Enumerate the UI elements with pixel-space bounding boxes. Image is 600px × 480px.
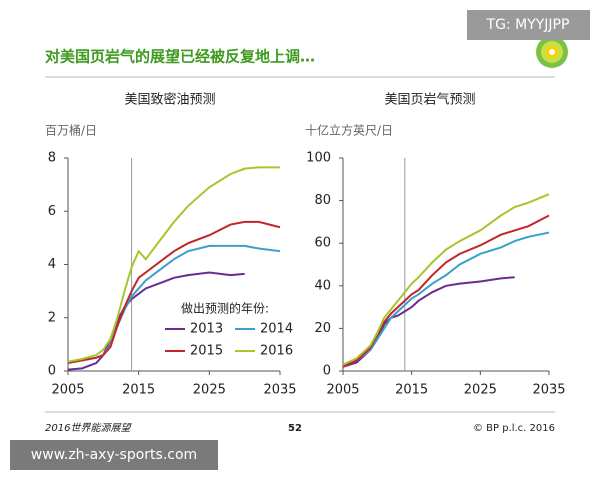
- y-tick-label: 20: [314, 321, 331, 336]
- y-tick-label: 0: [323, 364, 331, 379]
- y-tick-label: 2: [48, 310, 56, 325]
- bp-logo: [536, 36, 568, 68]
- legend-label: 2016: [260, 344, 293, 359]
- y-tick-label: 0: [48, 364, 56, 379]
- x-tick-label: 2035: [263, 383, 296, 398]
- y-tick-label: 6: [48, 204, 56, 219]
- watermark-box: [10, 440, 218, 470]
- y-tick-label: 80: [314, 193, 331, 208]
- legend-label: 2015: [190, 344, 223, 359]
- legend-label: 2014: [260, 322, 293, 337]
- watermark-box: [467, 10, 590, 40]
- y-tick-label: 4: [48, 257, 56, 272]
- legend-label: 2013: [190, 322, 223, 337]
- footer-right: © BP p.l.c. 2016: [473, 423, 555, 434]
- series-line: [342, 231, 550, 368]
- slide-title: 对美国页岩气的展望已经被反复地上调…: [45, 48, 315, 66]
- x-tick-label: 2015: [122, 383, 155, 398]
- footer-left: 2016世界能源展望: [45, 422, 132, 434]
- series-line: [67, 166, 280, 363]
- x-tick-label: 2005: [326, 383, 359, 398]
- series-line: [342, 193, 550, 366]
- x-tick-label: 2035: [532, 383, 565, 398]
- x-tick-label: 2005: [51, 383, 84, 398]
- watermark-top: TG: MYYJJPP: [486, 17, 570, 33]
- y-axis-label: 百万桶/日: [45, 123, 97, 138]
- y-tick-label: 40: [314, 278, 331, 293]
- x-tick-label: 2015: [395, 383, 428, 398]
- chart-title: 美国页岩气预测: [384, 92, 475, 108]
- chart-title: 美国致密油预测: [124, 92, 215, 108]
- series-line: [67, 271, 245, 371]
- series-line: [67, 220, 281, 364]
- watermark-bottom: www.zh-axy-sports.com: [31, 447, 197, 463]
- y-axis-label: 十亿立方英尺/日: [305, 123, 393, 138]
- footer-page: 52: [288, 423, 302, 434]
- y-tick-label: 8: [48, 151, 56, 166]
- x-tick-label: 2025: [464, 383, 497, 398]
- x-tick-label: 2025: [193, 383, 226, 398]
- y-tick-label: 60: [314, 236, 331, 251]
- series-line: [342, 214, 550, 368]
- series-line: [342, 276, 515, 368]
- legend-title: 做出预测的年份:: [181, 301, 269, 316]
- y-tick-label: 100: [306, 151, 331, 166]
